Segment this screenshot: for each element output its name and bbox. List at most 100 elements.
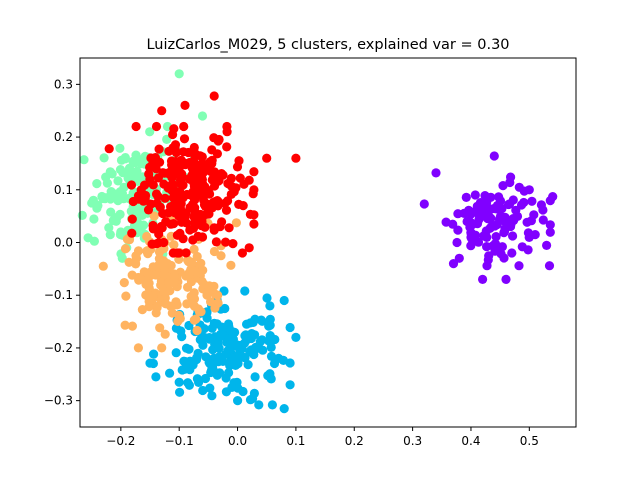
data-point — [229, 187, 239, 197]
data-point — [470, 190, 480, 200]
data-point — [213, 298, 223, 308]
data-point — [484, 251, 494, 261]
data-point — [224, 368, 234, 378]
data-point — [120, 154, 130, 164]
data-point — [495, 196, 506, 206]
data-point — [171, 348, 181, 358]
data-point — [198, 168, 208, 178]
data-point — [265, 369, 275, 379]
y-tick-label: −0.3 — [44, 394, 73, 408]
data-point — [162, 259, 173, 269]
data-point — [201, 209, 211, 219]
data-point — [501, 274, 511, 284]
data-point — [191, 149, 201, 159]
data-point — [249, 219, 259, 229]
data-point — [131, 259, 141, 269]
data-point — [178, 147, 188, 157]
data-point — [186, 190, 196, 200]
data-point — [148, 220, 158, 231]
data-point — [151, 189, 162, 199]
data-point — [145, 127, 155, 137]
data-point — [190, 266, 200, 276]
data-point — [530, 230, 540, 240]
y-tick-label: 0.2 — [54, 130, 73, 144]
data-point — [227, 382, 237, 392]
data-point — [127, 214, 137, 224]
data-point — [249, 388, 259, 398]
data-point — [200, 201, 210, 211]
data-point — [124, 163, 135, 173]
data-point — [489, 151, 499, 161]
data-point — [186, 291, 196, 302]
data-point — [200, 222, 210, 232]
data-point — [179, 121, 189, 132]
data-point — [234, 156, 244, 166]
data-point — [179, 134, 190, 144]
x-axis: −0.2 −0.1 0.0 0.1 0.2 0.3 0.4 0.5 — [106, 427, 539, 448]
data-point — [151, 121, 162, 132]
data-point — [175, 387, 185, 397]
data-point — [133, 343, 143, 353]
data-point — [89, 214, 99, 224]
data-point — [235, 173, 245, 183]
data-point — [176, 194, 186, 204]
data-point — [104, 144, 114, 154]
data-point — [258, 345, 268, 355]
data-point — [226, 326, 236, 336]
data-point — [538, 205, 548, 215]
data-point — [198, 385, 208, 396]
data-point — [92, 179, 102, 189]
data-point — [213, 340, 223, 350]
data-point — [174, 165, 184, 176]
data-point — [514, 261, 524, 271]
data-point — [144, 278, 154, 288]
data-point — [157, 223, 167, 233]
data-point — [113, 191, 123, 201]
series-4 — [98, 211, 241, 353]
data-point — [240, 286, 250, 296]
points-layer — [77, 69, 558, 414]
data-point — [174, 69, 184, 79]
data-point — [137, 305, 147, 315]
data-point — [154, 144, 164, 154]
data-point — [211, 237, 221, 247]
data-point — [215, 222, 225, 232]
data-point — [161, 299, 171, 309]
data-point — [257, 316, 267, 326]
data-point — [181, 248, 191, 258]
data-point — [119, 278, 129, 288]
data-point — [482, 261, 492, 271]
data-point — [168, 129, 178, 140]
data-point — [191, 355, 202, 365]
data-point — [220, 303, 230, 314]
data-point — [257, 335, 267, 345]
data-point — [262, 153, 272, 163]
data-point — [529, 210, 539, 220]
data-point — [215, 368, 225, 378]
data-point — [120, 244, 131, 254]
data-point — [226, 260, 236, 270]
data-point — [168, 248, 178, 258]
data-point — [496, 249, 506, 259]
data-point — [155, 323, 165, 333]
data-point — [165, 368, 175, 378]
x-tick-label: 0.4 — [461, 434, 480, 448]
data-point — [266, 351, 277, 361]
data-point — [126, 206, 136, 216]
data-point — [189, 301, 200, 311]
data-point — [180, 100, 190, 110]
data-point — [112, 212, 122, 222]
data-point — [133, 246, 144, 256]
data-point — [192, 325, 202, 336]
data-point — [87, 198, 97, 208]
data-point — [167, 186, 177, 196]
data-point — [138, 196, 148, 206]
data-point — [127, 228, 137, 238]
data-point — [228, 353, 239, 363]
data-point — [99, 153, 109, 163]
data-point — [467, 220, 477, 230]
data-point — [232, 340, 242, 350]
data-point — [106, 207, 116, 217]
data-point — [491, 232, 501, 242]
